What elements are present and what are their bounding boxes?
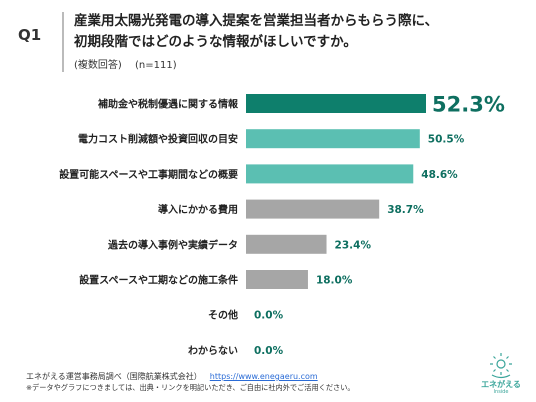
source-text: エネがえる運営事務局調べ（国際航業株式会社） xyxy=(26,372,202,381)
footer: エネがえる運営事務局調べ（国際航業株式会社） https://www.enegae… xyxy=(26,371,355,393)
category-label: 導入にかかる費用 xyxy=(158,203,238,216)
value-label: 0.0% xyxy=(254,310,284,322)
title-line-1: 産業用太陽光発電の導入提案を営業担当者からもらう際に、 xyxy=(74,13,439,29)
logo-wordmark: エネがえる xyxy=(481,380,521,389)
bar xyxy=(246,270,308,289)
source-link[interactable]: https://www.enegaeru.com xyxy=(209,372,318,381)
value-label: 50.5% xyxy=(428,134,465,146)
bar xyxy=(246,199,380,219)
category-label: 設置可能スペースや工事期間などの概要 xyxy=(59,168,238,181)
logo-subtext: Inside xyxy=(493,389,509,395)
value-label: 52.3% xyxy=(432,93,505,117)
bar xyxy=(246,164,414,184)
bar xyxy=(246,129,420,149)
sample-size: (n=111) xyxy=(135,60,177,71)
chart-note: (複数回答) (n=111) xyxy=(74,56,177,71)
category-label: その他 xyxy=(208,309,238,322)
answer-type: (複数回答) xyxy=(74,60,122,71)
value-label: 38.7% xyxy=(387,204,424,216)
title-line-2: 初期段階ではどのような情報がほしいですか。 xyxy=(74,34,357,50)
value-label: 23.4% xyxy=(335,239,372,251)
bar-chart: 補助金や税制優遇に関する情報 52.3% 電力コスト削減額や投資回収の目安 50.5%… xyxy=(59,93,505,357)
sunflower-logo-icon xyxy=(490,353,512,379)
category-label: わからない xyxy=(188,345,238,357)
value-label: 0.0% xyxy=(254,345,284,357)
category-label: 設置スペースや工期などの施工条件 xyxy=(79,274,238,287)
title-divider xyxy=(62,12,64,72)
category-label: 電力コスト削減額や投資回収の目安 xyxy=(78,133,238,146)
value-label: 18.0% xyxy=(316,275,353,287)
question-number: Q1 xyxy=(18,26,42,44)
usage-disclaimer: ※データやグラフにつきましては、出典・リンクを明記いただき、ご自由に社内外でご活… xyxy=(26,383,355,392)
bar xyxy=(246,94,426,113)
bar xyxy=(246,234,327,254)
chart-title: 産業用太陽光発電の導入提案を営業担当者からもらう際に、 初期段階ではどのような情… xyxy=(74,11,438,53)
category-label: 過去の導入事例や実績データ xyxy=(107,238,238,251)
value-label: 48.6% xyxy=(421,169,458,181)
category-label: 補助金や税制優遇に関する情報 xyxy=(97,98,239,111)
